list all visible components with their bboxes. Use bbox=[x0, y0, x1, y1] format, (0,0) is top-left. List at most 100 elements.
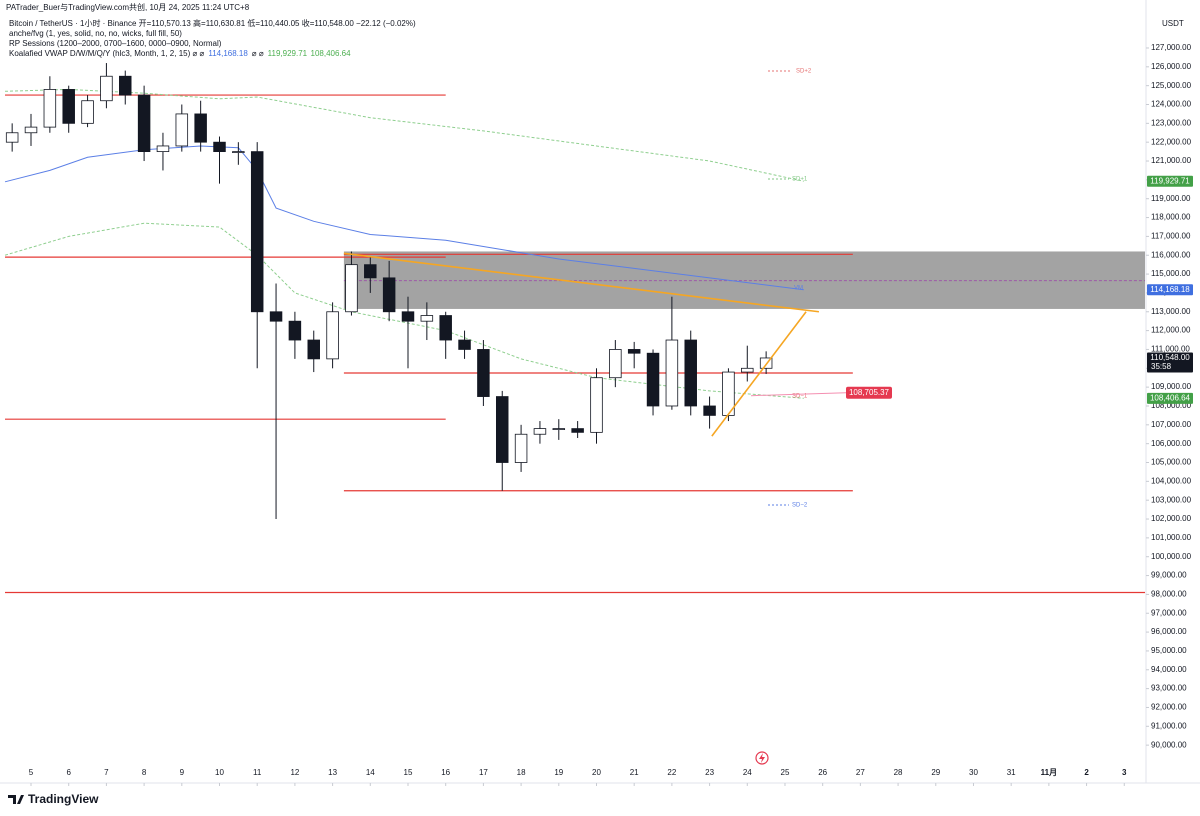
sd-label: SD+1 bbox=[792, 177, 808, 183]
candle-body bbox=[477, 349, 490, 397]
y-tick-label: 121,000.00 bbox=[1151, 156, 1192, 165]
y-tick-label: 125,000.00 bbox=[1151, 81, 1192, 90]
y-tick-label: 104,000.00 bbox=[1151, 476, 1192, 485]
x-tick-label: 11 bbox=[253, 768, 262, 777]
sd-label: VM bbox=[794, 286, 803, 292]
candle-body bbox=[627, 349, 641, 354]
y-tick-label: 106,000.00 bbox=[1151, 439, 1192, 448]
candle-body bbox=[194, 113, 207, 143]
candle-body bbox=[288, 320, 302, 341]
price-tag-label: 114,168.18 bbox=[1150, 285, 1190, 294]
candle-body bbox=[213, 141, 226, 153]
vwap-line bbox=[4, 145, 804, 291]
x-tick-label: 11月 bbox=[1041, 768, 1057, 777]
candle-body bbox=[43, 89, 57, 128]
y-tick-label: 95,000.00 bbox=[1151, 646, 1187, 655]
indicator-line: RP Sessions (1200–2000, 0700–1600, 0000–… bbox=[9, 39, 222, 48]
candle-body bbox=[552, 428, 566, 430]
y-tick-label: 94,000.00 bbox=[1151, 665, 1187, 674]
y-tick-label: 115,000.00 bbox=[1151, 269, 1191, 278]
share-line: PATrader_Buer与TradingView.com共创, 10月 24,… bbox=[6, 2, 250, 12]
price-tag bbox=[1147, 284, 1193, 296]
candle-body bbox=[439, 315, 452, 341]
x-tick-label: 23 bbox=[705, 768, 714, 777]
y-tick-label: 118,000.00 bbox=[1151, 213, 1191, 222]
x-tick-label: 31 bbox=[1007, 768, 1016, 777]
y-tick-label: 108,000.00 bbox=[1151, 401, 1192, 410]
candle-body bbox=[571, 428, 584, 433]
indicator-line: anche/fvg (1, yes, solid, no, no, wicks,… bbox=[9, 29, 182, 38]
candle-body bbox=[514, 433, 528, 463]
x-tick-label: 10 bbox=[215, 768, 224, 777]
price-tag bbox=[1147, 392, 1193, 404]
x-tick-label: 29 bbox=[931, 768, 940, 777]
y-tick-label: 99,000.00 bbox=[1151, 571, 1187, 580]
candle-body bbox=[326, 311, 339, 360]
y-tick-label: 122,000.00 bbox=[1151, 137, 1192, 146]
candle-body bbox=[646, 352, 660, 407]
candle-body bbox=[175, 113, 189, 147]
y-tick-label: 93,000.00 bbox=[1151, 684, 1187, 693]
x-tick-label: 15 bbox=[404, 768, 413, 777]
candle-body bbox=[137, 94, 151, 153]
y-tick-label: 107,000.00 bbox=[1151, 420, 1192, 429]
x-tick-label: 16 bbox=[441, 768, 450, 777]
x-tick-label: 13 bbox=[328, 768, 337, 777]
x-tick-label: 3 bbox=[1122, 768, 1127, 777]
x-tick-label: 5 bbox=[29, 768, 34, 777]
candle-body bbox=[100, 75, 113, 102]
y-tick-label: 126,000.00 bbox=[1151, 62, 1192, 71]
price-tag-label: 110,548.00 bbox=[1150, 353, 1190, 362]
candle-body bbox=[665, 339, 679, 407]
candle-body bbox=[401, 311, 415, 322]
candle-body bbox=[364, 264, 377, 279]
lightning-icon[interactable] bbox=[755, 751, 769, 765]
y-tick-label: 100,000.00 bbox=[1151, 552, 1192, 561]
candle-body bbox=[382, 277, 396, 313]
candle-body bbox=[119, 75, 132, 96]
brand-logo: TradingView bbox=[8, 792, 99, 806]
x-tick-label: 14 bbox=[366, 768, 375, 777]
x-tick-label: 2 bbox=[1084, 768, 1089, 777]
price-tag-label: 119,929.71 bbox=[1150, 176, 1190, 185]
y-tick-label: 92,000.00 bbox=[1151, 703, 1187, 712]
y-tick-label: 91,000.00 bbox=[1151, 721, 1187, 730]
sd-label: SD−2 bbox=[792, 503, 808, 509]
countdown: 35:58 bbox=[1151, 362, 1172, 371]
y-tick-label: 116,000.00 bbox=[1151, 250, 1191, 259]
candle-body bbox=[307, 339, 320, 360]
x-tick-label: 24 bbox=[743, 768, 752, 777]
vwap-legend: Koalafied VWAP D/W/M/Q/Y (hlc3, Month, 1… bbox=[9, 49, 351, 58]
x-tick-label: 8 bbox=[142, 768, 147, 777]
y-tick-label: 90,000.00 bbox=[1151, 740, 1187, 749]
x-tick-label: 25 bbox=[781, 768, 790, 777]
sd-label: SD−1 bbox=[792, 394, 808, 400]
candle-body bbox=[5, 132, 19, 143]
legend-part: 108,406.64 bbox=[311, 49, 352, 58]
candle-body bbox=[62, 89, 75, 124]
x-tick-label: 12 bbox=[290, 768, 299, 777]
legend-part: 114,168.18 bbox=[208, 49, 248, 58]
symbol-line: Bitcoin / TetherUS · 1小时 · Binance 开=110… bbox=[9, 18, 416, 28]
trendline bbox=[711, 311, 807, 437]
candle-body bbox=[741, 367, 754, 373]
y-tick-label: 102,000.00 bbox=[1151, 514, 1192, 523]
y-tick-label: 119,000.00 bbox=[1151, 194, 1191, 203]
x-tick-label: 30 bbox=[969, 768, 978, 777]
price-tag-label: 108,406.64 bbox=[1150, 393, 1191, 402]
y-tick-label: 117,000.00 bbox=[1151, 232, 1191, 241]
x-tick-label: 21 bbox=[630, 768, 639, 777]
alert-tag bbox=[846, 386, 892, 399]
trendline bbox=[343, 252, 820, 313]
candle-body bbox=[458, 339, 471, 350]
x-tick-label: 17 bbox=[479, 768, 488, 777]
alert-label: 108,705.37 bbox=[849, 388, 890, 397]
y-tick-label: 113,000.00 bbox=[1151, 307, 1191, 316]
candle-body bbox=[420, 315, 434, 322]
candle-body bbox=[703, 405, 716, 416]
y-tick-label: 123,000.00 bbox=[1151, 118, 1192, 127]
candle-body bbox=[232, 151, 245, 154]
currency: USDT bbox=[1162, 19, 1184, 28]
